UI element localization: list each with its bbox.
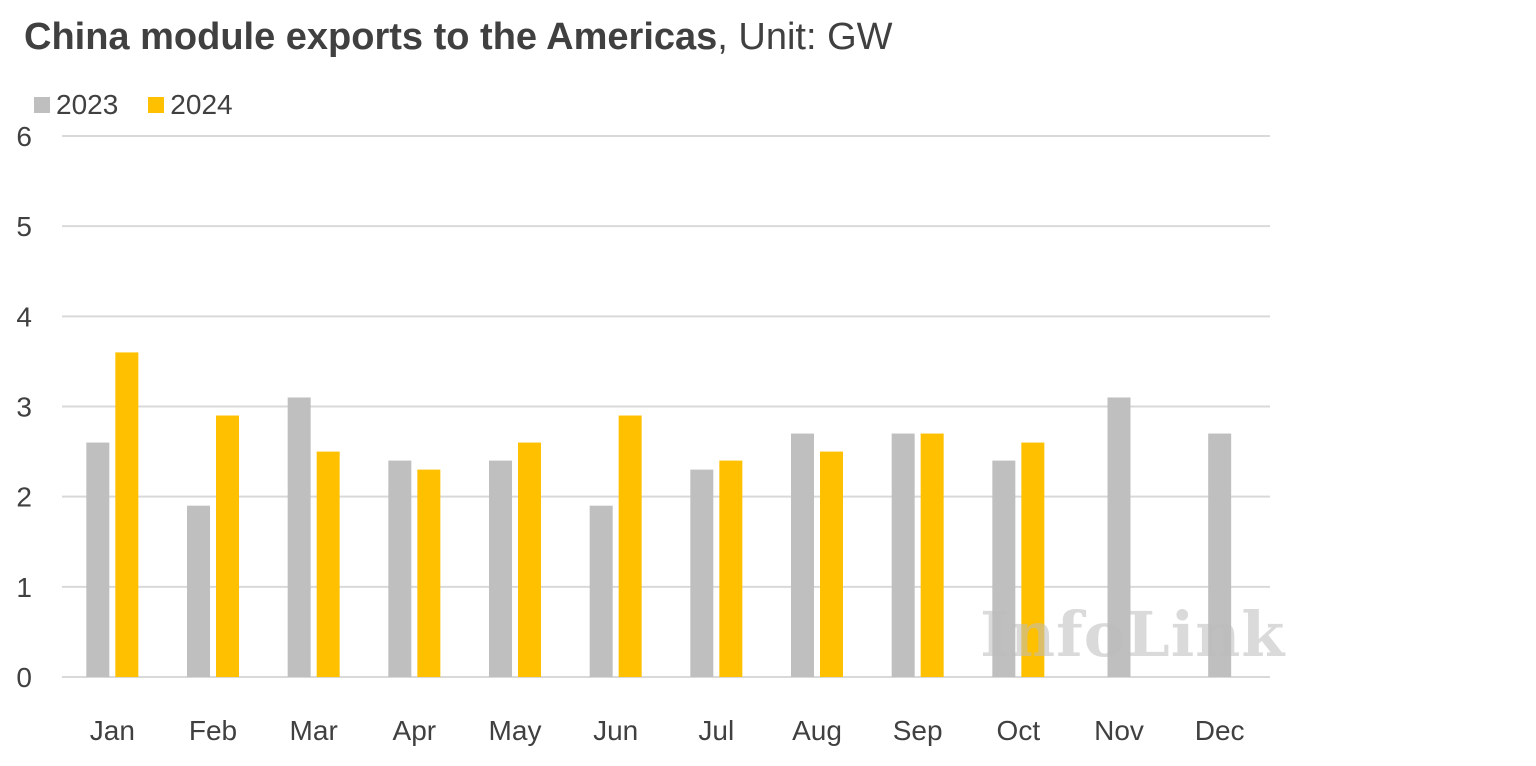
bar-2024-may xyxy=(518,442,541,677)
bar-2024-sep xyxy=(920,433,944,677)
bar-2024-jan xyxy=(115,352,139,677)
bar-2023-jul xyxy=(690,469,714,677)
bar-2023-oct xyxy=(992,460,1016,677)
x-tick-label: Feb xyxy=(189,715,237,746)
bar-2023-dec xyxy=(1208,433,1232,677)
y-axis-ticks: 0 1 2 3 4 5 6 xyxy=(16,121,32,693)
y-tick-label: 5 xyxy=(16,211,32,242)
watermark-logo: InfoLink xyxy=(980,598,1286,671)
y-tick-label: 0 xyxy=(16,662,32,693)
bar-2023-sep xyxy=(891,433,915,677)
x-tick-label: Mar xyxy=(290,715,338,746)
bars xyxy=(86,352,1232,677)
chart-legend: 2023 2024 xyxy=(34,88,263,122)
legend-item-2023: 2023 xyxy=(34,88,118,122)
bar-2024-oct xyxy=(1021,442,1045,677)
bar-2023-mar xyxy=(287,397,311,677)
bar-2023-apr xyxy=(388,460,412,677)
y-tick-label: 4 xyxy=(16,301,32,332)
bar-2024-jul xyxy=(719,460,743,677)
x-tick-label: Jan xyxy=(90,715,135,746)
legend-label-2024: 2024 xyxy=(170,89,233,120)
x-tick-label: Jul xyxy=(698,715,734,746)
legend-label-2023: 2023 xyxy=(56,89,119,120)
x-tick-label: May xyxy=(489,715,542,746)
bar-2024-aug xyxy=(820,451,843,677)
bar-2024-jun xyxy=(618,415,642,677)
y-tick-label: 6 xyxy=(16,121,32,152)
bar-2023-jun xyxy=(589,505,613,677)
x-tick-label: Nov xyxy=(1094,715,1144,746)
bar-2023-jan xyxy=(86,442,110,677)
chart-title: China module exports to the Americas, Un… xyxy=(24,14,893,60)
x-tick-label: Apr xyxy=(393,715,437,746)
x-axis-ticks: Jan Feb Mar Apr May Jun Jul Aug Sep Oct Nov Dec xyxy=(90,715,1245,746)
chart-title-unit: , Unit: GW xyxy=(717,16,893,58)
x-tick-label: Oct xyxy=(997,715,1041,746)
x-tick-label: Sep xyxy=(893,715,943,746)
bar-2023-aug xyxy=(791,433,814,677)
y-tick-label: 1 xyxy=(16,572,32,603)
legend-swatch-2023 xyxy=(34,97,50,113)
y-tick-label: 3 xyxy=(16,392,32,423)
x-tick-label: Aug xyxy=(792,715,842,746)
y-tick-label: 2 xyxy=(16,482,32,513)
legend-swatch-2024 xyxy=(148,97,165,113)
x-tick-label: Dec xyxy=(1195,715,1245,746)
bar-2024-mar xyxy=(316,451,340,677)
chart-title-main: China module exports to the Americas xyxy=(24,16,718,58)
legend-item-2024: 2024 xyxy=(148,88,233,122)
bar-2023-feb xyxy=(187,505,210,677)
bar-2024-feb xyxy=(216,415,239,677)
gridlines xyxy=(62,135,1270,678)
bar-2023-may xyxy=(489,460,512,677)
bar-2024-apr xyxy=(417,469,441,677)
x-tick-label: Jun xyxy=(593,715,638,746)
bar-2023-nov xyxy=(1107,397,1131,677)
